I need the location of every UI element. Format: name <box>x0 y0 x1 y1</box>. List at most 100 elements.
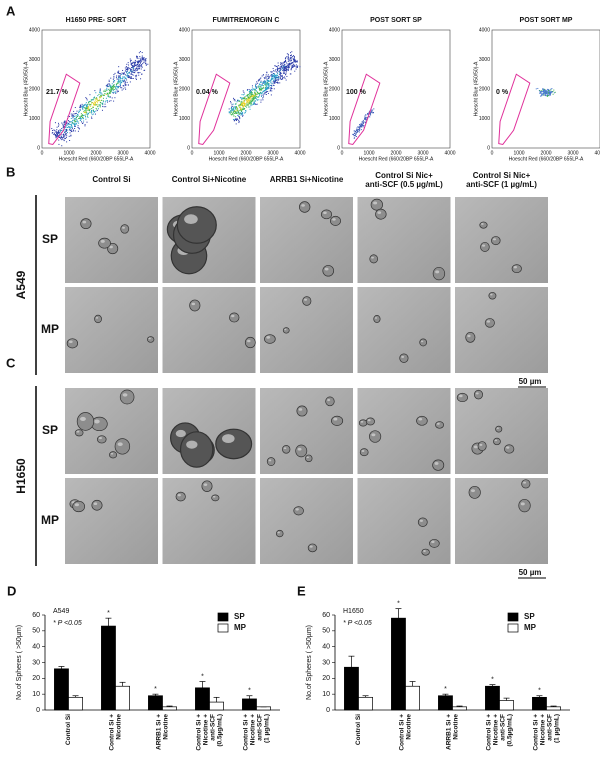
x-tick-label: Nicotine <box>453 714 460 740</box>
event-dot <box>69 126 71 128</box>
sphere <box>477 441 487 452</box>
event-dot <box>277 74 279 76</box>
event-dot <box>240 105 242 107</box>
event-dot <box>249 98 251 100</box>
event-dot <box>273 75 275 77</box>
event-dot <box>108 100 110 102</box>
event-dot <box>238 119 240 121</box>
sphere <box>504 444 515 454</box>
event-dot <box>124 82 126 84</box>
event-dot <box>85 108 87 110</box>
y-tick-label: 60 <box>32 612 40 619</box>
sphere-highlight <box>222 434 235 444</box>
event-dot <box>119 84 121 86</box>
event-dot <box>129 61 131 63</box>
event-dot <box>243 91 245 93</box>
event-dot <box>84 112 86 114</box>
event-dot <box>94 104 96 106</box>
event-dot <box>143 57 145 59</box>
event-dot <box>251 93 253 95</box>
event-dot <box>55 130 57 132</box>
event-dot <box>249 102 251 104</box>
event-dot <box>295 64 297 66</box>
event-dot <box>132 72 134 74</box>
event-dot <box>71 115 73 117</box>
event-dot <box>237 111 239 113</box>
event-dot <box>361 121 363 123</box>
event-dot <box>277 69 279 71</box>
event-dot <box>255 97 257 99</box>
event-dot <box>103 106 105 108</box>
micrograph <box>65 197 158 283</box>
event-dot <box>127 67 129 69</box>
event-dot <box>267 86 269 88</box>
sphere-highlight <box>475 392 479 395</box>
event-dot <box>63 140 65 142</box>
event-dot <box>257 96 259 98</box>
event-dot <box>114 72 116 74</box>
event-dot <box>63 126 65 128</box>
event-dot <box>251 85 253 87</box>
event-dot <box>117 90 119 92</box>
event-dot <box>267 83 269 85</box>
event-dot <box>274 78 276 80</box>
event-dot <box>257 92 259 94</box>
event-dot <box>544 92 546 94</box>
event-dot <box>353 130 355 132</box>
event-dot <box>230 101 232 103</box>
event-dot <box>89 104 91 106</box>
event-dot <box>88 101 90 103</box>
flow-frame <box>491 29 600 149</box>
event-dot <box>279 68 281 70</box>
event-dot <box>368 111 370 113</box>
event-dot <box>253 96 255 98</box>
event-dot <box>96 104 98 106</box>
event-dot <box>252 97 254 99</box>
event-dot <box>92 97 94 99</box>
event-dot <box>113 81 115 83</box>
event-dot <box>85 102 87 104</box>
bar <box>452 706 467 711</box>
sphere <box>266 457 276 466</box>
event-dot <box>282 68 284 70</box>
event-dot <box>81 106 83 108</box>
event-dot <box>141 66 143 68</box>
event-dot <box>263 96 265 98</box>
event-dot <box>540 92 542 94</box>
y-axis-label: Hoescht Blue (450/50)-A <box>473 61 479 116</box>
event-dot <box>64 129 66 131</box>
event-dot <box>361 125 363 127</box>
event-dot <box>267 80 269 82</box>
event-dot <box>261 83 263 85</box>
event-dot <box>65 138 67 140</box>
event-dot <box>354 134 356 136</box>
event-dot <box>287 65 289 67</box>
event-dot <box>278 78 280 80</box>
event-dot <box>140 59 142 61</box>
event-dot <box>284 69 286 71</box>
event-dot <box>96 98 98 100</box>
event-dot <box>57 125 59 127</box>
event-dot <box>250 105 252 107</box>
event-dot <box>288 60 290 62</box>
event-dot <box>135 64 137 66</box>
event-dot <box>287 69 289 71</box>
event-dot <box>101 103 103 105</box>
event-dot <box>549 91 551 93</box>
gate-percent: 0 % <box>496 89 509 96</box>
sphere <box>94 314 102 324</box>
sphere <box>399 353 409 363</box>
sphere-highlight <box>148 337 151 340</box>
event-dot <box>359 124 361 126</box>
event-dot <box>84 125 86 127</box>
event-dot <box>251 100 253 102</box>
event-dot <box>125 78 127 80</box>
sphere-highlight <box>306 456 309 459</box>
event-dot <box>360 125 362 127</box>
event-dot <box>125 71 127 73</box>
event-dot <box>74 116 76 118</box>
sphere-highlight <box>266 336 271 339</box>
event-dot <box>266 88 268 90</box>
event-dot <box>241 113 243 115</box>
event-dot <box>250 89 252 91</box>
